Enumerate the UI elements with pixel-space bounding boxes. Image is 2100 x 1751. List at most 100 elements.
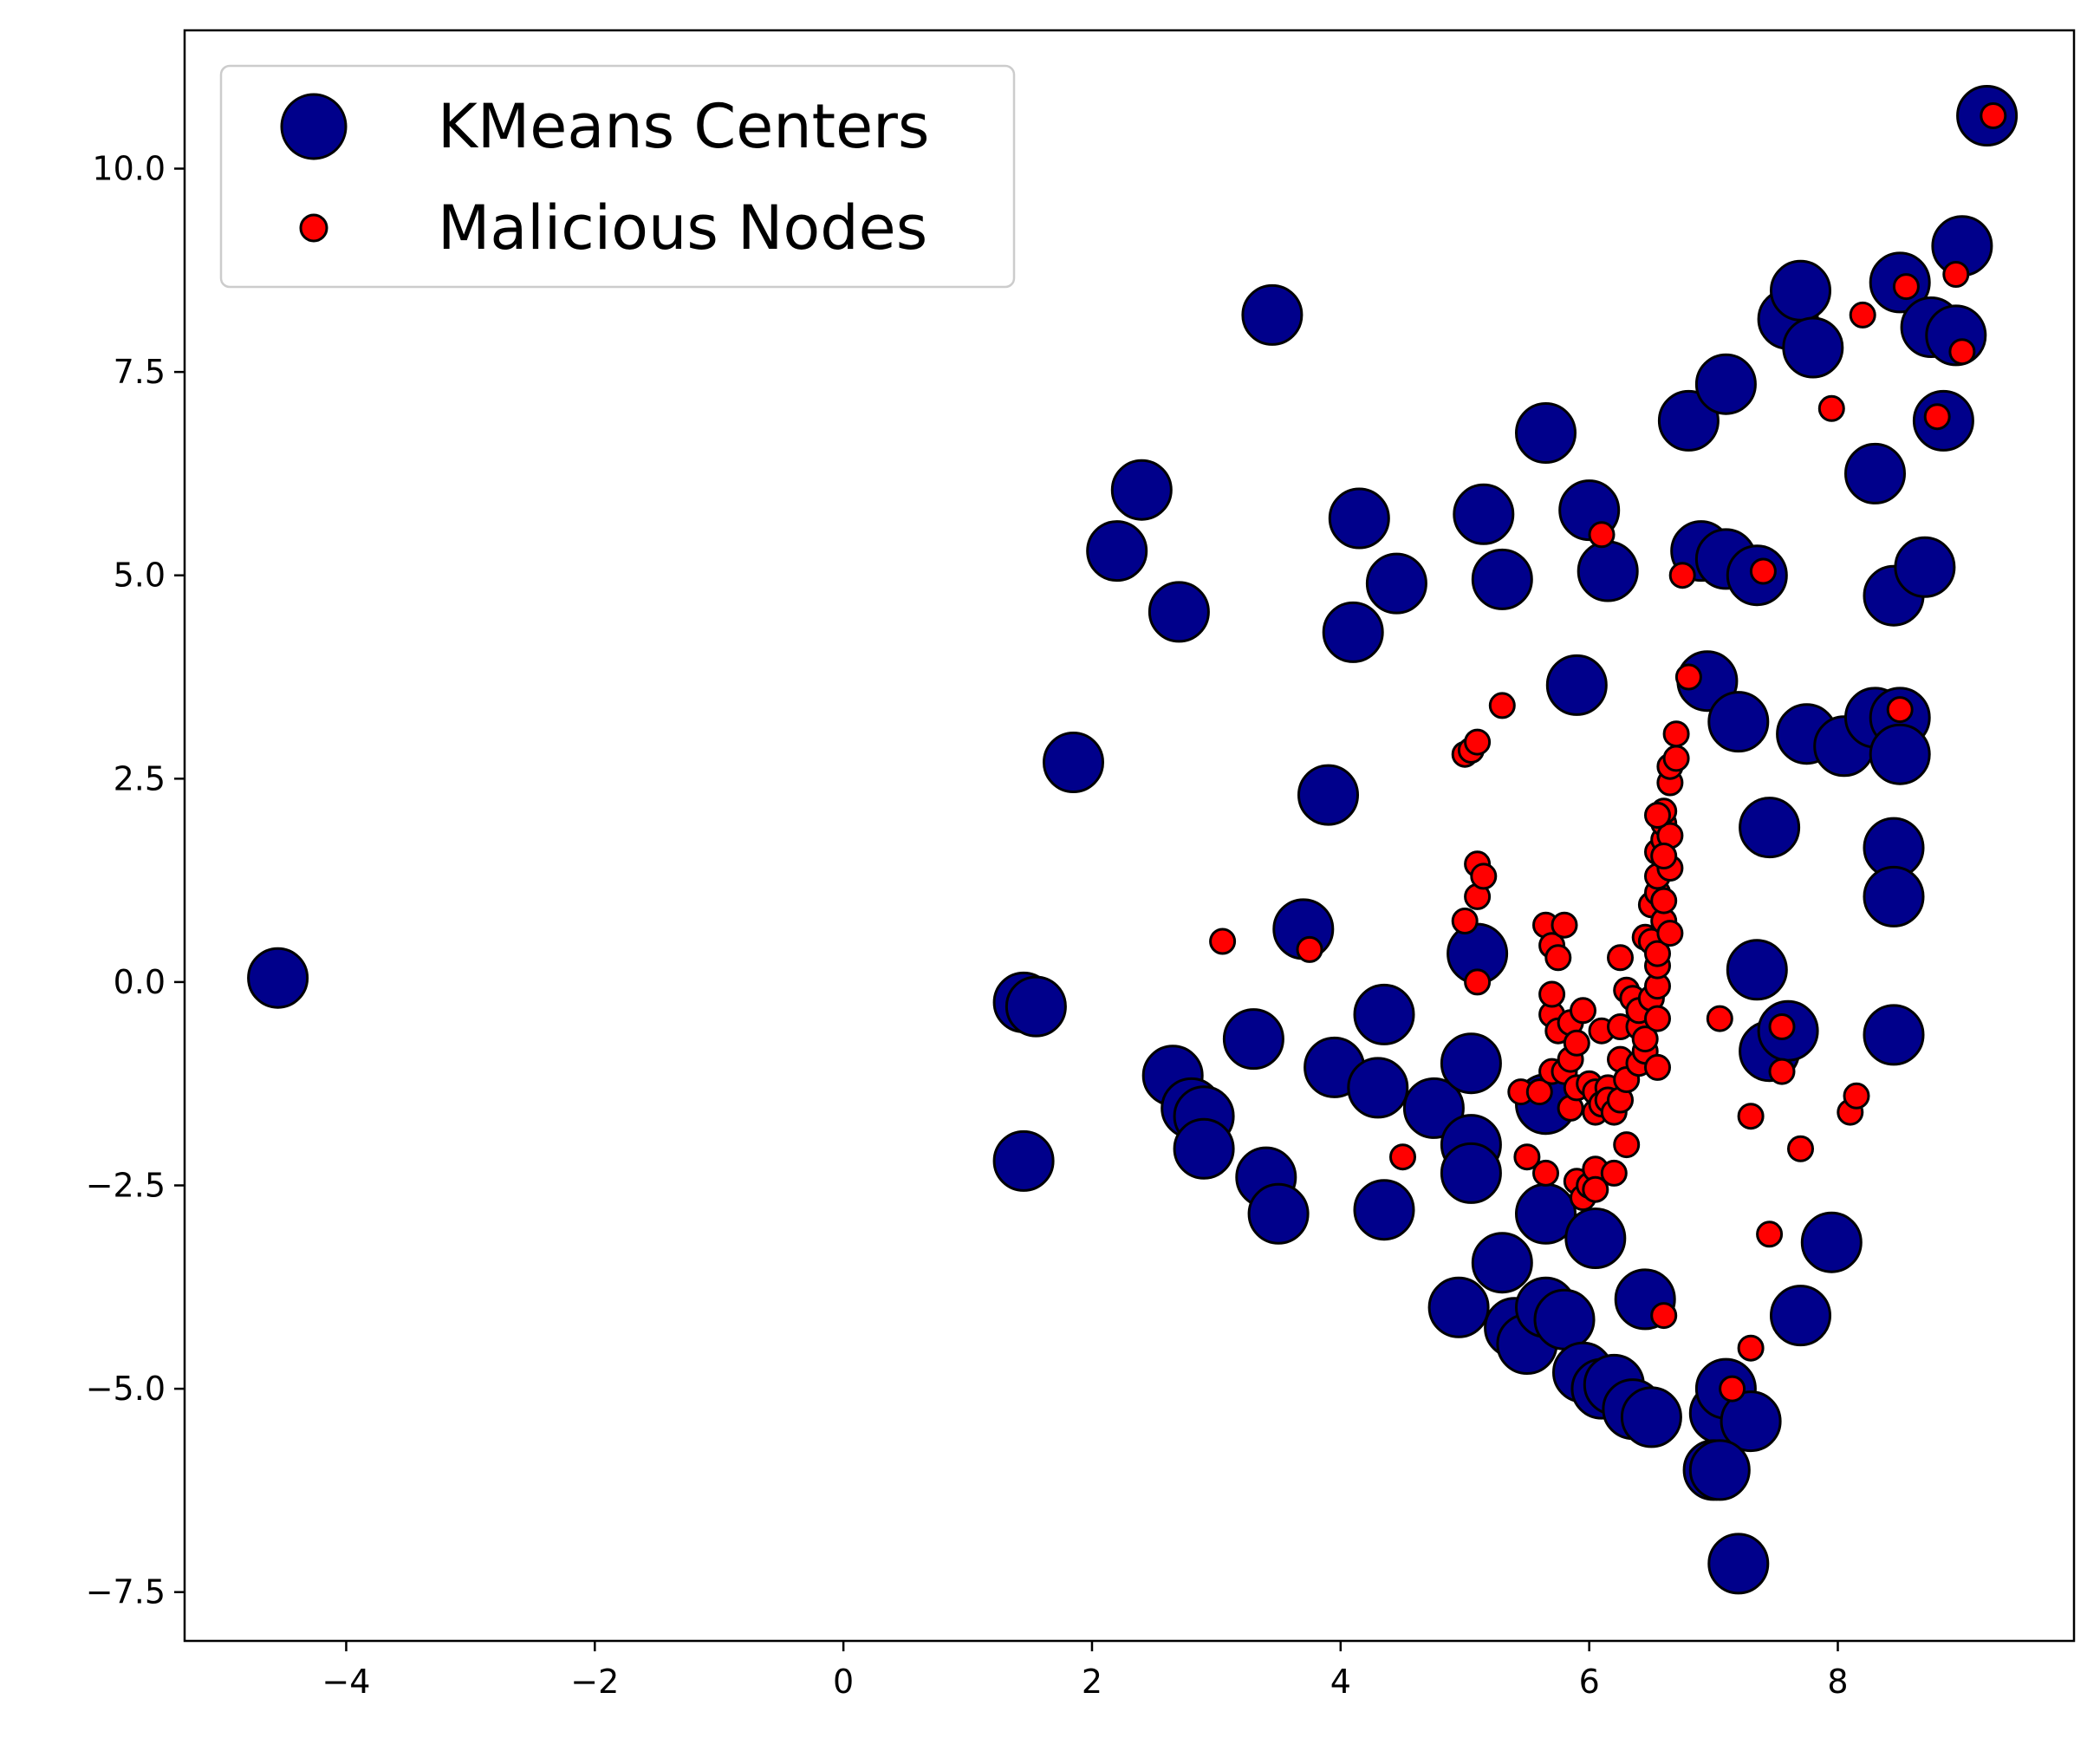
kmeans-centers-point-51 xyxy=(1657,389,1720,452)
malicious-nodes-point-94 xyxy=(1768,1058,1796,1085)
y-axis: −7.5 −5.0 −2.5 0.0 2.5 5.0 7.5 10.0 xyxy=(86,150,185,1611)
kmeans-centers-point-3 xyxy=(992,1129,1055,1192)
kmeans-centers-point-56 xyxy=(1694,353,1757,415)
x-tick-label: 6 xyxy=(1579,1663,1600,1701)
malicious-nodes-point-1 xyxy=(1296,935,1323,963)
kmeans-centers-point-75 xyxy=(1844,442,1906,504)
malicious-nodes-point-97 xyxy=(1817,394,1845,422)
legend-label-malicious-nodes: Malicious Nodes xyxy=(438,192,927,264)
malicious-nodes-point-90 xyxy=(1737,1103,1765,1130)
kmeans-centers-point-7 xyxy=(1148,581,1210,643)
y-tick-label: 2.5 xyxy=(114,759,166,797)
y-tick-label: 10.0 xyxy=(92,150,166,188)
malicious-nodes-point-104 xyxy=(1942,261,1970,288)
legend-marker-malicious-nodes xyxy=(299,213,328,243)
malicious-nodes-point-99 xyxy=(1843,1082,1870,1110)
malicious-nodes-point-86 xyxy=(1668,562,1696,589)
malicious-nodes-point-103 xyxy=(1923,403,1951,431)
malicious-nodes-point-82 xyxy=(1644,802,1671,829)
malicious-nodes-point-10 xyxy=(1470,862,1498,890)
plot-frame xyxy=(183,29,2076,1643)
malicious-nodes-point-105 xyxy=(1948,338,1976,366)
malicious-nodes-point-92 xyxy=(1749,557,1777,585)
malicious-nodes-point-29 xyxy=(1563,1029,1590,1057)
kmeans-centers-point-22 xyxy=(1353,983,1415,1045)
kmeans-centers-point-21 xyxy=(1347,1057,1409,1119)
malicious-nodes-point-75 xyxy=(1656,920,1684,947)
y-tick-label: 0.0 xyxy=(114,963,166,1001)
malicious-nodes-point-102 xyxy=(1892,273,1920,301)
malicious-nodes-point-95 xyxy=(1768,1013,1796,1040)
malicious-nodes-point-101 xyxy=(1886,696,1914,724)
kmeans-centers-point-59 xyxy=(1720,1390,1782,1453)
malicious-nodes-point-37 xyxy=(1582,1175,1609,1203)
points-layer xyxy=(247,85,2019,1595)
malicious-nodes-point-22 xyxy=(1538,980,1566,1008)
kmeans-centers-point-71 xyxy=(1782,316,1844,379)
kmeans-centers-point-31 xyxy=(1471,548,1533,610)
kmeans-centers-point-69 xyxy=(1770,259,1831,322)
kmeans-centers-point-62 xyxy=(1707,1533,1770,1595)
kmeans-centers-point-11 xyxy=(1173,1117,1235,1180)
malicious-nodes-point-93 xyxy=(1756,1220,1784,1248)
malicious-nodes-point-7 xyxy=(1451,908,1479,934)
kmeans-centers-point-58 xyxy=(1707,691,1770,753)
kmeans-centers-point-27 xyxy=(1440,1032,1502,1095)
malicious-nodes-point-5 xyxy=(1464,728,1492,756)
malicious-nodes-point-20 xyxy=(1544,944,1572,972)
malicious-nodes-point-6 xyxy=(1488,692,1516,719)
kmeans-centers-point-83 xyxy=(1869,723,1931,785)
kmeans-centers-point-33 xyxy=(1471,1232,1533,1294)
kmeans-centers-point-84 xyxy=(1894,536,1956,598)
malicious-nodes-point-80 xyxy=(1662,720,1690,748)
kmeans-centers-point-73 xyxy=(1800,1211,1863,1273)
malicious-nodes-point-14 xyxy=(1525,1078,1553,1106)
malicious-nodes-point-79 xyxy=(1662,745,1690,772)
kmeans-centers-point-42 xyxy=(1564,1207,1627,1269)
kmeans-centers-point-15 xyxy=(1241,283,1304,346)
malicious-nodes-point-64 xyxy=(1644,940,1671,967)
kmeans-centers-point-72 xyxy=(1770,1285,1831,1347)
malicious-nodes-point-48 xyxy=(1607,944,1634,972)
kmeans-centers-point-23 xyxy=(1353,1179,1415,1241)
y-tick-label: 7.5 xyxy=(114,353,166,391)
x-tick-label: 4 xyxy=(1330,1663,1351,1701)
malicious-nodes-point-100 xyxy=(1849,301,1876,329)
kmeans-centers-point-24 xyxy=(1365,552,1427,615)
kmeans-centers-point-40 xyxy=(1533,1288,1596,1351)
kmeans-centers-point-4 xyxy=(1043,732,1104,793)
malicious-nodes-point-57 xyxy=(1631,1025,1659,1053)
kmeans-centers-point-47 xyxy=(1545,654,1608,716)
malicious-nodes-point-2 xyxy=(1389,1143,1416,1171)
malicious-nodes-point-66 xyxy=(1644,1005,1671,1032)
malicious-nodes-point-89 xyxy=(1719,1375,1746,1403)
malicious-nodes-point-84 xyxy=(1588,521,1616,549)
y-tick-label: 5.0 xyxy=(114,557,166,595)
kmeans-centers-point-5 xyxy=(1086,520,1148,583)
malicious-nodes-point-106 xyxy=(1980,102,2007,129)
x-tick-label: −4 xyxy=(322,1663,370,1701)
kmeans-centers-point-25 xyxy=(1402,1077,1465,1139)
kmeans-centers-point-26 xyxy=(1427,1276,1490,1338)
kmeans-centers-point-50 xyxy=(1620,1386,1682,1448)
kmeans-centers-point-43 xyxy=(1577,540,1639,602)
kmeans-centers-point-2 xyxy=(1004,975,1067,1038)
legend-label-kmeans-centers: KMeans Centers xyxy=(438,91,929,162)
x-tick-label: 0 xyxy=(833,1663,854,1701)
malicious-nodes-point-15 xyxy=(1532,1159,1559,1187)
kmeans-centers-point-39 xyxy=(1515,402,1577,464)
kmeans-centers-point-17 xyxy=(1297,764,1359,826)
kmeans-centers-point-6 xyxy=(1110,459,1173,521)
malicious-nodes-point-0 xyxy=(1209,928,1237,955)
kmeans-centers-point-61 xyxy=(1688,1439,1751,1501)
kmeans-centers-point-29 xyxy=(1440,1142,1502,1204)
malicious-nodes-point-88 xyxy=(1706,1005,1733,1032)
legend-box xyxy=(219,64,1016,289)
kmeans-centers-point-19 xyxy=(1322,601,1384,663)
malicious-nodes-point-87 xyxy=(1674,663,1702,691)
x-tick-label: 8 xyxy=(1827,1663,1848,1701)
kmeans-centers-point-63 xyxy=(1726,939,1788,1001)
kmeans-centers-point-79 xyxy=(1863,865,1925,928)
malicious-nodes-point-85 xyxy=(1650,1302,1678,1330)
